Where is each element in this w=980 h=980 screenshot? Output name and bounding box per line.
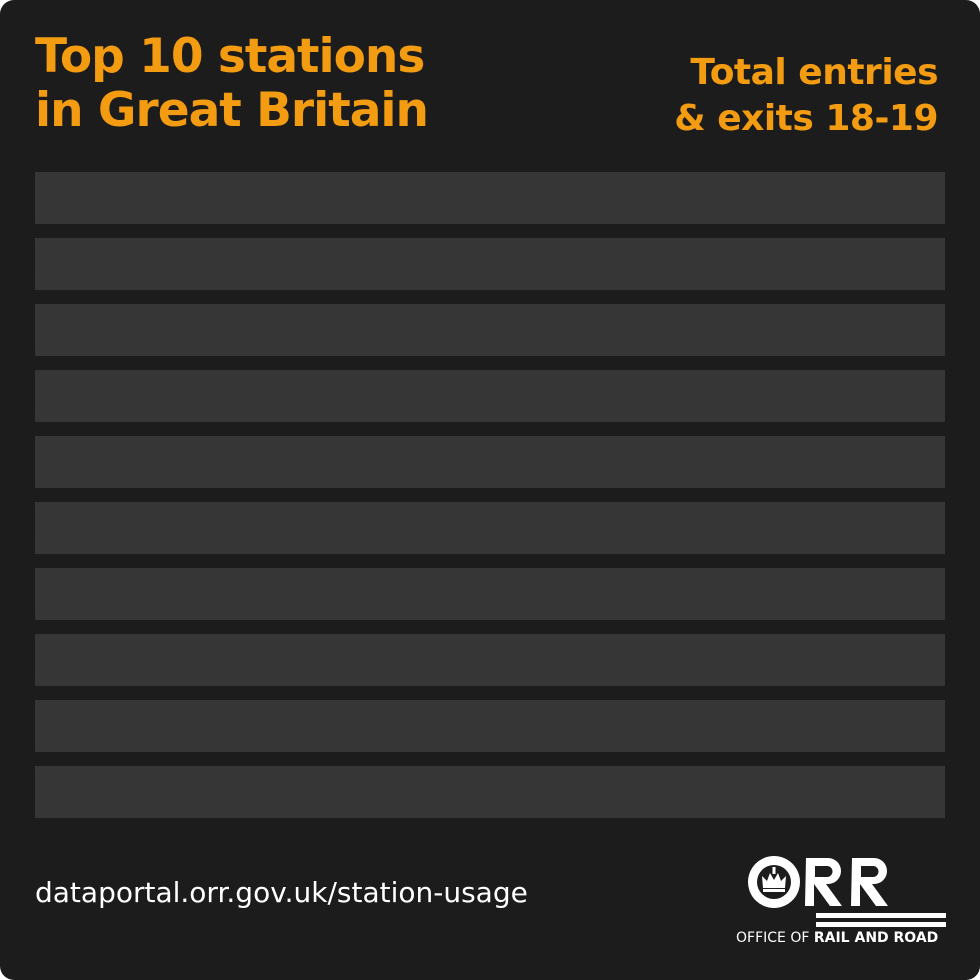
station-board — [35, 172, 945, 832]
subtitle-line-1: Total entries — [690, 52, 938, 93]
station-row-4 — [35, 370, 945, 422]
station-row-6 — [35, 502, 945, 554]
subtitle: Total entries & exits 18-19 — [674, 50, 938, 142]
title-line-2: in Great Britain — [35, 83, 429, 138]
station-row-1 — [35, 172, 945, 224]
station-row-7 — [35, 568, 945, 620]
logo-text-regular: OFFICE OF — [736, 930, 814, 946]
data-portal-link[interactable]: dataportal.orr.gov.uk/station-usage — [35, 876, 528, 909]
station-row-10 — [35, 766, 945, 818]
station-row-9 — [35, 700, 945, 752]
station-row-2 — [35, 238, 945, 290]
orr-logo-icon — [748, 856, 946, 927]
page-title: Top 10 stations in Great Britain — [35, 29, 429, 138]
logo-wordmark: OFFICE OF RAIL AND ROAD — [736, 930, 938, 946]
subtitle-line-2: & exits 18-19 — [674, 98, 938, 139]
crown-icon — [762, 867, 786, 892]
station-row-8 — [35, 634, 945, 686]
title-line-1: Top 10 stations — [35, 29, 425, 84]
station-row-5 — [35, 436, 945, 488]
logo-text-bold: RAIL AND ROAD — [813, 930, 939, 946]
station-row-3 — [35, 304, 945, 356]
